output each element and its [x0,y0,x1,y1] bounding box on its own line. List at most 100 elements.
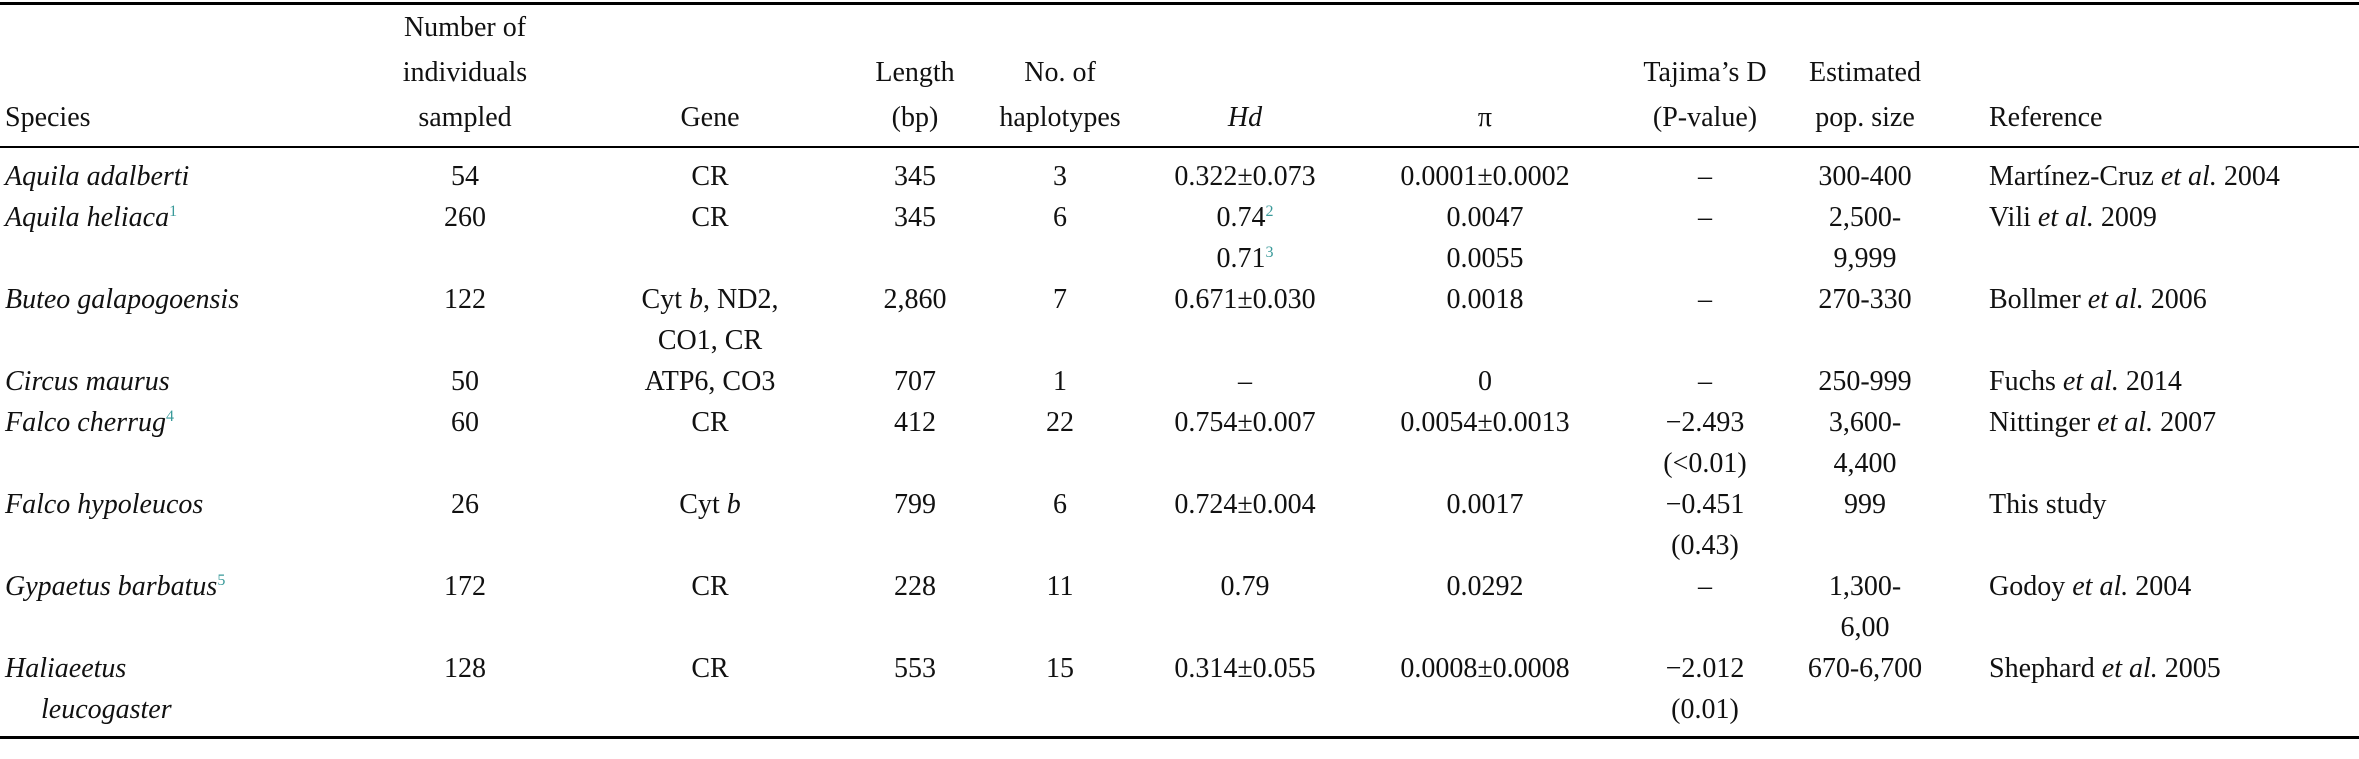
table-cell: Circus maurus [0,361,370,402]
cell-text: 2,860 [883,284,947,315]
cell-text: 0.0017 [1446,489,1524,520]
italic-segment: et al. [2072,571,2129,602]
cell-text: 0.671±0.030 [1174,284,1316,315]
table-cell: ATP6, CO3 [560,361,860,402]
cell-text: CR [691,407,729,438]
cell-text: 11 [1046,571,1074,602]
cell-text: Aquila adalberti [5,161,190,192]
text-segment: Aquila heliaca [5,202,170,233]
table-cell: 799 [860,484,970,566]
cell-text: 0.0055 [1446,243,1524,274]
cell-line: leucogaster [5,689,370,730]
table-body: Aquila adalberti 54 CR 345 3 0.322±0.073 0.000… [0,147,2359,738]
text-segment: Cyt [679,489,727,520]
cell-text: 0.0054±0.0013 [1400,407,1570,438]
cell-line: haplotypes [970,95,1150,140]
cell-line: (bp) [860,95,970,140]
cell-text: 2,500- [1828,202,1902,233]
italic-segment: et al. [2062,366,2119,397]
text-segment: 0.71 [1216,243,1266,274]
table-cell: 0.0047 0.0055 [1340,197,1630,279]
text-segment: Nittinger [1989,407,2098,438]
cell-text: 3 [1053,161,1067,192]
cell-text: 799 [894,489,936,520]
table-cell: 270-330 [1780,279,1950,361]
cell-text: Circus maurus [5,366,170,397]
table-cell: Gypaetus barbatus5 [0,566,370,648]
cell-text: (0.43) [1671,530,1739,561]
cell-line: 4,400 [1780,443,1950,484]
table-row: Aquila adalberti 54 CR 345 3 0.322±0.073 0.000… [0,147,2359,197]
cell-line: 0.0055 [1340,238,1630,279]
column-header: Species [0,4,370,148]
cell-text: 1 [1053,366,1067,397]
cell-text: (P-value) [1652,102,1758,133]
table-cell: 999 [1780,484,1950,566]
cell-line: 0.0047 [1340,197,1630,238]
table-cell: 0.0054±0.0013 [1340,402,1630,484]
column-header: Hd [1150,4,1340,148]
cell-text: 9,999 [1833,243,1897,274]
text-segment: Falco cherrug [5,407,166,438]
cell-text: 707 [894,366,936,397]
table-cell: – [1630,279,1780,361]
column-header: π [1340,4,1630,148]
cell-text: 7 [1053,284,1067,315]
table-cell: 0.0292 [1340,566,1630,648]
cell-text: No. of [1024,57,1096,88]
cell-text: −0.451 [1665,489,1745,520]
table-cell: −2.012 (0.01) [1630,648,1780,738]
table-cell: 412 [860,402,970,484]
cell-line: sampled [370,95,560,140]
table-cell: 172 [370,566,560,648]
cell-text: 6 [1053,202,1067,233]
table-cell: 0.754±0.007 [1150,402,1340,484]
cell-text: 50 [451,366,479,397]
cell-text: 1,300- [1828,571,1902,602]
cell-text: 6,00 [1840,612,1890,643]
table-cell: 0.322±0.073 [1150,147,1340,197]
table-cell: 26 [370,484,560,566]
footnote-mark: 5 [217,572,226,589]
cell-text: 122 [444,284,486,315]
text-segment: 2009 [2093,202,2157,233]
cell-text: Falco hypoleucos [5,489,204,520]
table-cell: 345 [860,197,970,279]
cell-text: 300-400 [1818,161,1912,192]
table-cell: 128 [370,648,560,738]
cell-text: 0.0001±0.0002 [1400,161,1570,192]
text-segment: 2004 [2216,161,2280,192]
table-cell: Falco cherrug4 [0,402,370,484]
text-segment: , ND2, [703,284,779,315]
table-cell: Buteo galapogoensis [0,279,370,361]
cell-text: (<0.01) [1663,448,1747,479]
italic-segment: b [689,284,703,315]
cell-text: Estimated [1809,57,1921,88]
cell-line: (<0.01) [1630,443,1780,484]
cell-line: 0.742 [1150,197,1340,238]
text-segment: Vili [1989,202,2038,233]
cell-line: 3,600- [1780,402,1950,443]
cell-text: Species [5,102,91,133]
cell-text: 172 [444,571,486,602]
cell-text: 60 [451,407,479,438]
table-cell: 54 [370,147,560,197]
cell-text: Hd [1227,102,1263,133]
cell-line: individuals [370,50,560,95]
table-cell: – [1150,361,1340,402]
cell-line: No. of [970,50,1150,95]
cell-text: 0.314±0.055 [1174,653,1316,684]
cell-text: Reference [1989,102,2103,133]
text-segment: 2005 [2157,653,2221,684]
cell-text: haplotypes [999,102,1121,133]
cell-text: −2.012 [1665,653,1745,684]
cell-line: 2,500- [1780,197,1950,238]
cell-text: Gene [680,102,740,133]
table-row: Buteo galapogoensis 122 Cyt b, ND2, CO1, CR… [0,279,2359,361]
table-cell: CR [560,147,860,197]
table-cell: 6 [970,484,1150,566]
table-cell: 6 [970,197,1150,279]
cell-line: CO1, CR [560,320,860,361]
table-cell: 0.0018 [1340,279,1630,361]
cell-line: (P-value) [1630,95,1780,140]
